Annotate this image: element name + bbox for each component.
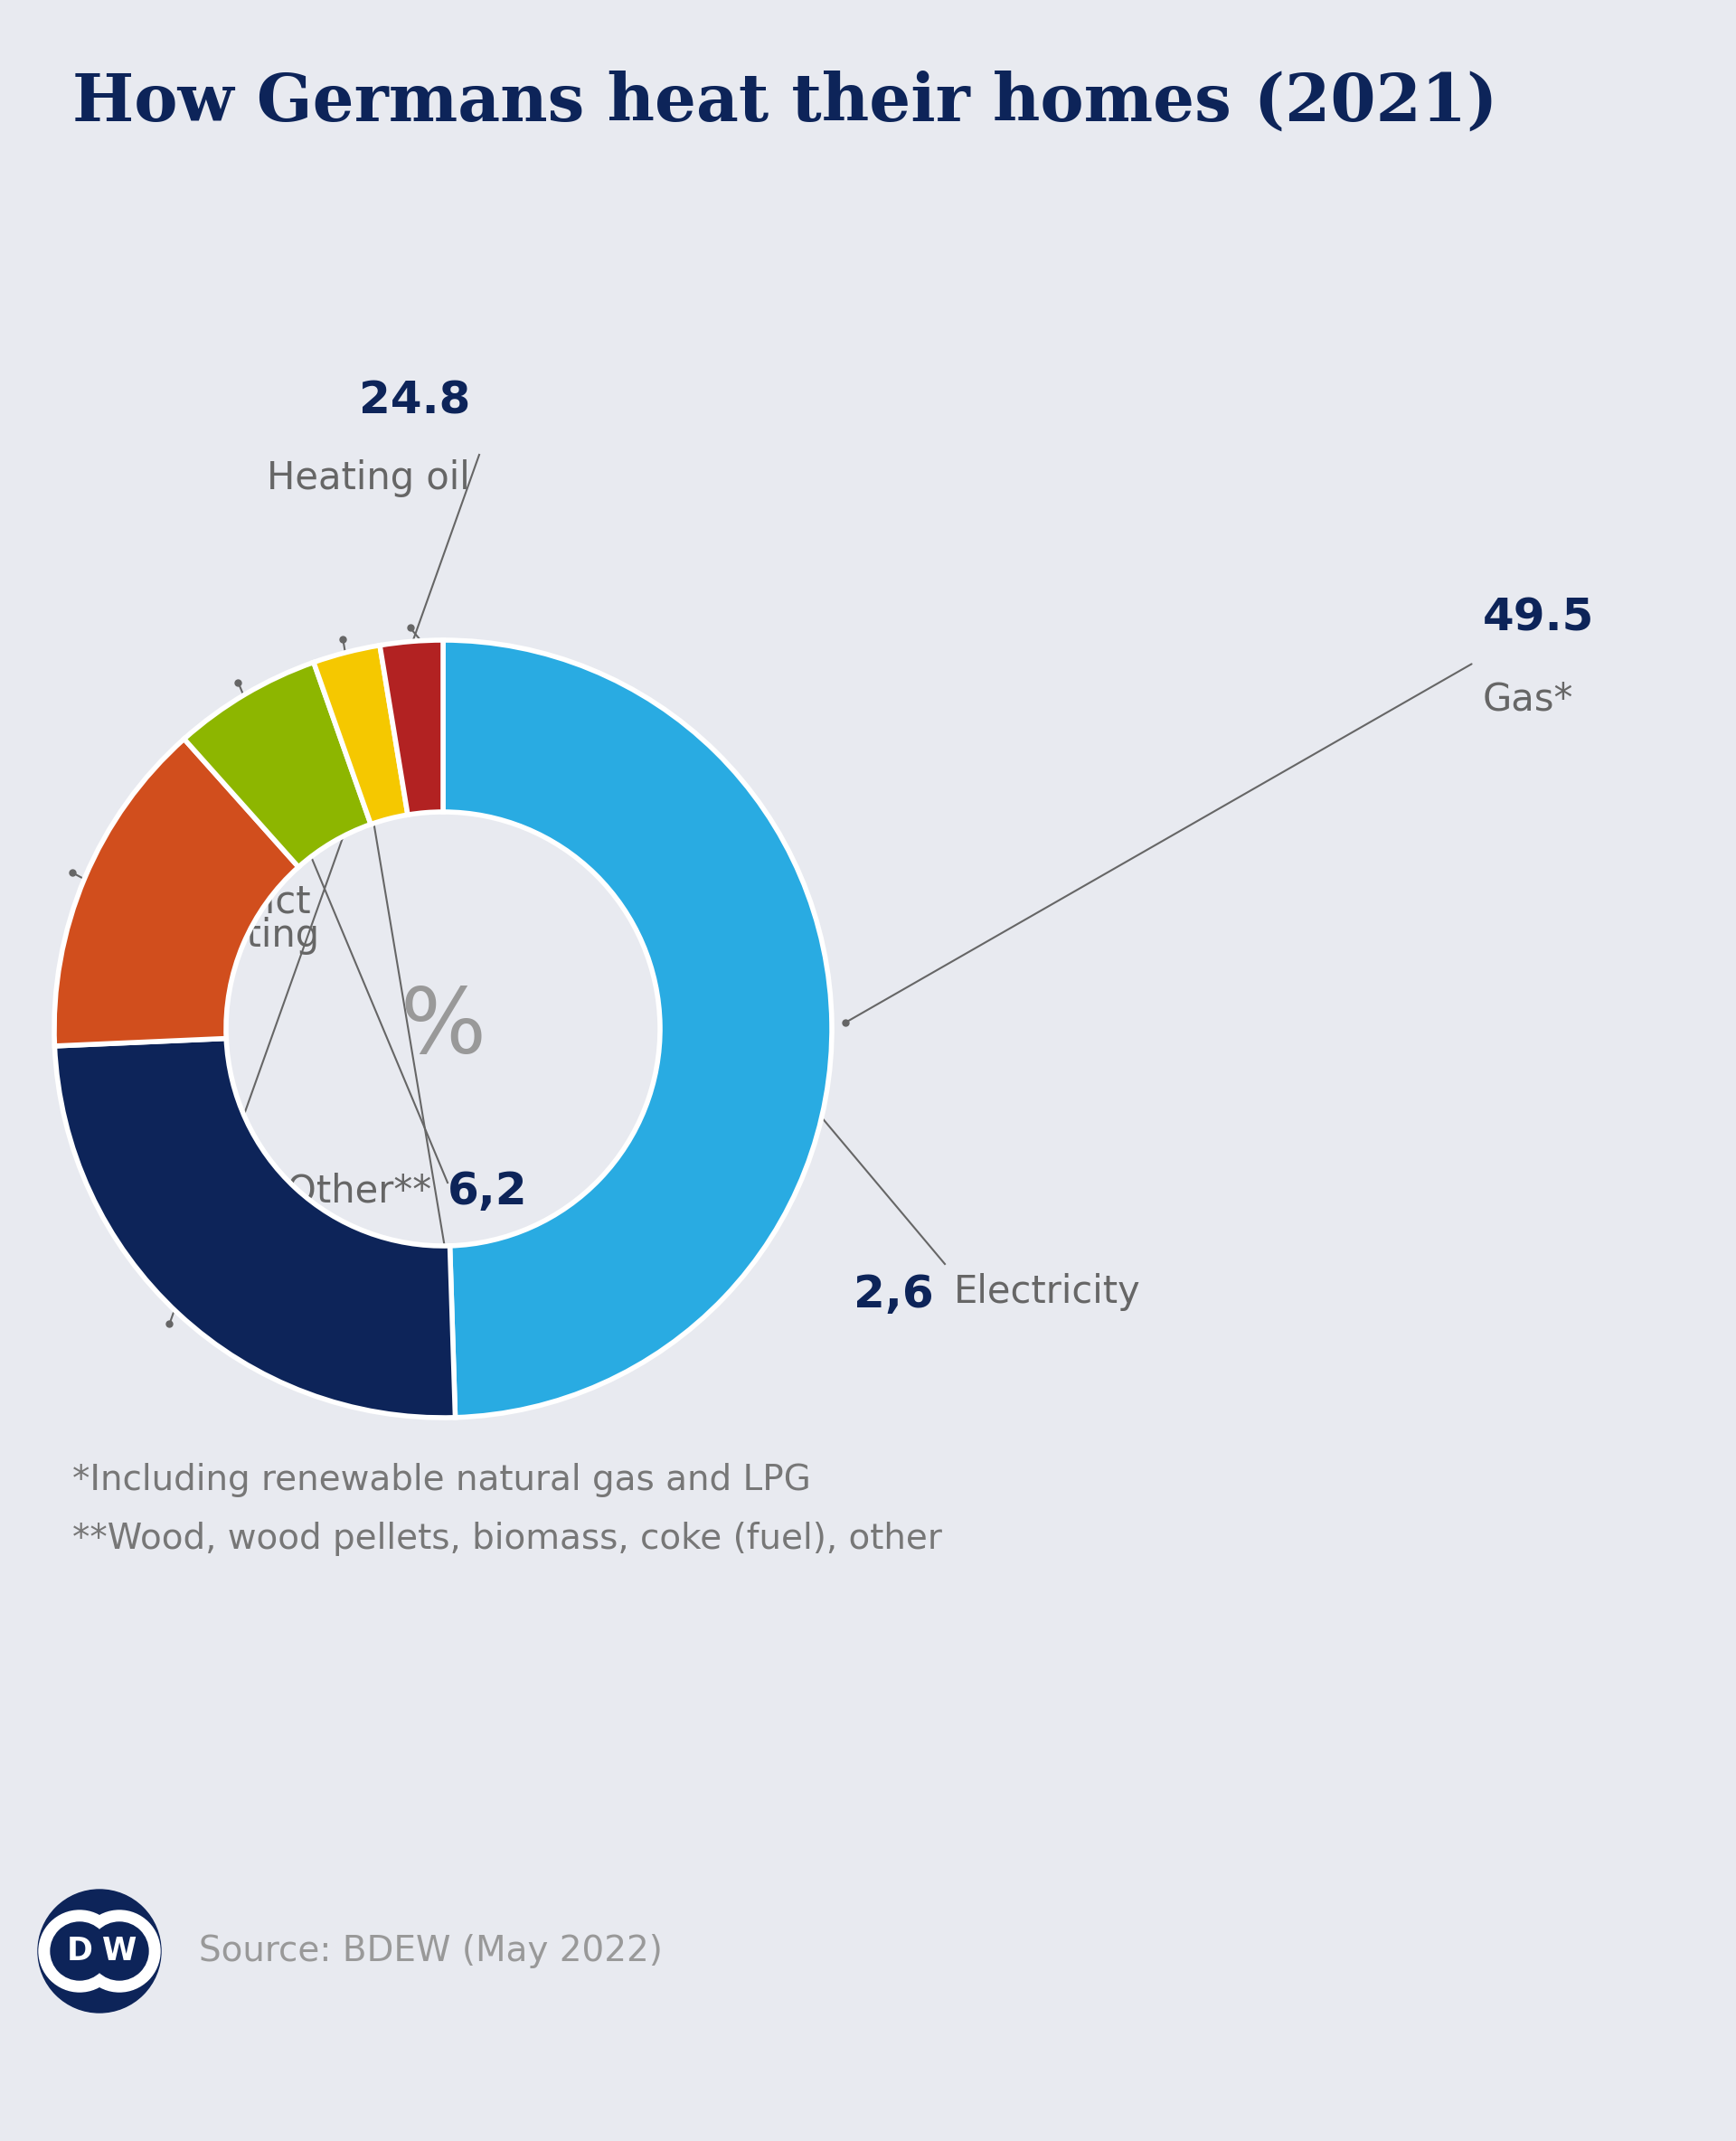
Text: How Germans heat their homes (2021): How Germans heat their homes (2021): [73, 71, 1498, 135]
Text: Electricity: Electricity: [953, 1274, 1141, 1310]
Circle shape: [38, 1891, 161, 2013]
Text: 6,2: 6,2: [448, 1169, 528, 1214]
Text: 49.5: 49.5: [1483, 597, 1594, 640]
Text: Other**: Other**: [286, 1173, 443, 1210]
Text: 24.8: 24.8: [359, 379, 470, 424]
Wedge shape: [54, 739, 299, 1047]
Wedge shape: [380, 640, 443, 816]
Text: 2,6: 2,6: [854, 1274, 950, 1317]
Text: *Including renewable natural gas and LPG: *Including renewable natural gas and LPG: [73, 1462, 811, 1497]
Text: Source: BDEW (May 2022): Source: BDEW (May 2022): [200, 1933, 663, 1968]
Wedge shape: [443, 640, 832, 1417]
Text: D: D: [66, 1935, 92, 1965]
Text: 2,8: 2,8: [448, 1250, 528, 1295]
Text: Heating oil: Heating oil: [267, 460, 470, 497]
Circle shape: [38, 1910, 120, 1991]
Circle shape: [50, 1923, 108, 1980]
Text: %: %: [399, 985, 486, 1073]
Wedge shape: [184, 662, 372, 867]
Text: heating: heating: [177, 916, 319, 955]
Circle shape: [78, 1910, 160, 1991]
Circle shape: [90, 1923, 148, 1980]
Text: Gas*: Gas*: [1483, 681, 1573, 719]
Text: **Wood, wood pellets, biomass, coke (fuel), other: **Wood, wood pellets, biomass, coke (fue…: [73, 1522, 943, 1557]
Text: W: W: [102, 1935, 137, 1965]
Wedge shape: [314, 644, 408, 824]
Text: Heat pump: Heat pump: [222, 1255, 443, 1291]
Wedge shape: [54, 1038, 455, 1417]
Text: 14.1: 14.1: [177, 841, 288, 884]
Text: District: District: [177, 882, 311, 921]
